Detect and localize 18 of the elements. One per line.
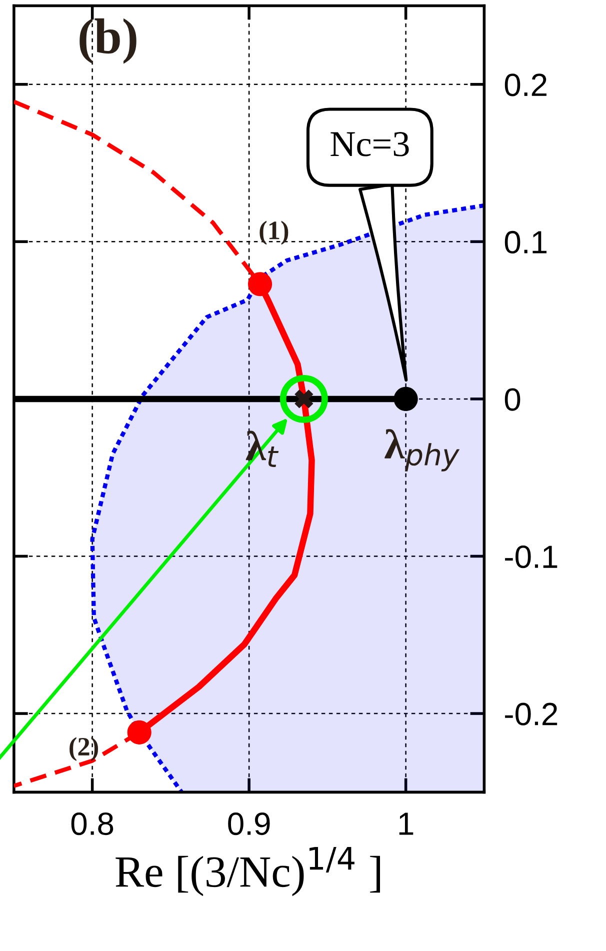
x-tick-label: 0.9 bbox=[228, 812, 270, 836]
point bbox=[127, 720, 152, 744]
annotation: (b) bbox=[80, 18, 136, 64]
point bbox=[394, 386, 418, 411]
y-tick-label: -0.2 bbox=[505, 702, 558, 726]
annotation: λ$_{phy}$ bbox=[384, 429, 460, 472]
y-tick-label: -0.1 bbox=[505, 546, 558, 568]
x-tick-label: 0.8 bbox=[71, 812, 114, 836]
y-tick-label: 0.2 bbox=[504, 74, 546, 96]
x-tick-label: 1 bbox=[399, 812, 414, 835]
annotation: λ$_{t}$ bbox=[246, 430, 279, 467]
annotation: Nc=3 bbox=[330, 132, 409, 156]
annotation: (2) bbox=[70, 737, 98, 762]
point bbox=[248, 272, 272, 296]
y-tick-label: 0 bbox=[504, 388, 520, 411]
y-tick-label: 0.1 bbox=[504, 230, 546, 254]
x-axis-title: Re [(3/Nc)$^{1/4}$ ] bbox=[116, 846, 380, 896]
annotation: (1) bbox=[260, 220, 288, 245]
